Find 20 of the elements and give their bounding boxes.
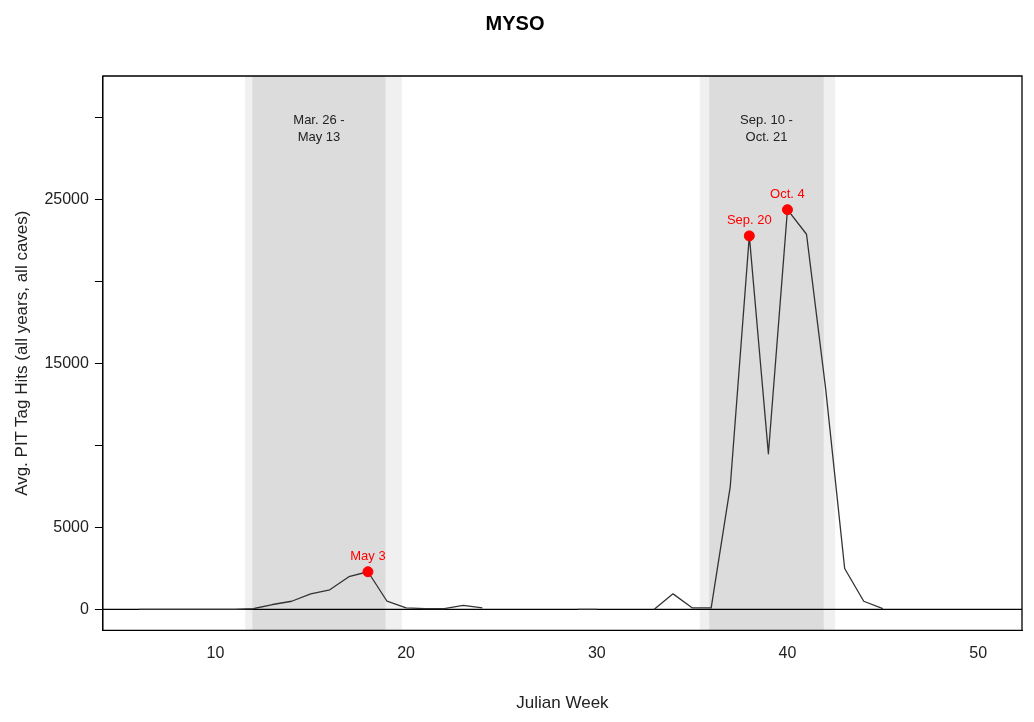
band-label: Mar. 26 - May 13 (293, 112, 345, 145)
y-axis-title: Avg. PIT Tag Hits (all years, all caves) (11, 210, 31, 496)
annotation: Sep. 20 (726, 211, 772, 227)
annotation: May 3 (350, 547, 386, 563)
x-tick-label: 40 (778, 644, 797, 662)
point (362, 566, 374, 578)
band-label: Sep. 10 - Oct. 21 (740, 112, 793, 145)
point (781, 204, 793, 216)
annotation: Oct. 4 (770, 185, 805, 201)
x-tick-label: 50 (969, 644, 988, 662)
y-tick-label: 5000 (53, 517, 89, 535)
point (743, 230, 755, 242)
y-tick-label: 0 (79, 599, 89, 617)
y-tick-label: 15000 (44, 354, 89, 372)
x-tick-label: 10 (206, 644, 225, 662)
x-axis-title: Julian Week (516, 693, 610, 713)
y-tick-label: 25000 (44, 190, 89, 208)
x-tick-label: 30 (587, 644, 606, 662)
chart-title: MYSO (485, 11, 545, 34)
x-tick-label: 20 (397, 644, 416, 662)
